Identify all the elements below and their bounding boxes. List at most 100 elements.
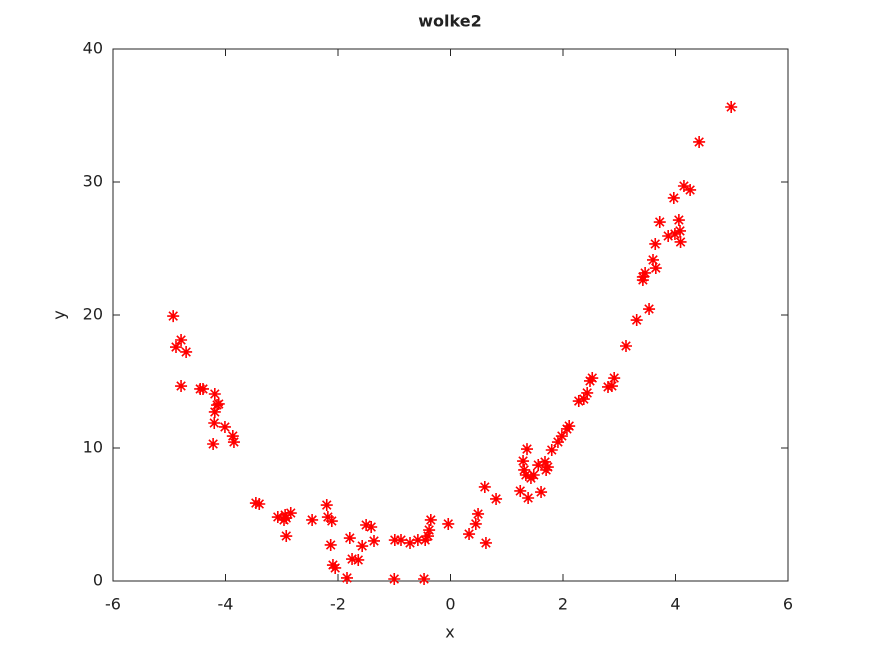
x-tick-label: -4 <box>218 595 234 614</box>
point <box>306 513 319 526</box>
point <box>527 468 540 481</box>
point <box>677 179 690 192</box>
point <box>649 262 662 275</box>
point <box>540 463 553 476</box>
point <box>395 534 407 547</box>
point <box>253 497 266 510</box>
point <box>343 532 356 545</box>
point <box>469 517 482 530</box>
point <box>207 438 220 451</box>
y-tick-label: 40 <box>83 39 103 58</box>
point <box>653 216 666 229</box>
point <box>320 499 333 512</box>
point <box>271 511 284 524</box>
point <box>280 530 293 543</box>
x-tick-label: 4 <box>670 595 680 614</box>
point <box>197 382 209 395</box>
point <box>368 534 380 547</box>
point <box>180 345 193 358</box>
point <box>586 372 599 385</box>
point <box>167 310 180 323</box>
point <box>674 235 687 248</box>
point <box>639 266 652 279</box>
point <box>346 553 359 566</box>
point <box>329 561 342 574</box>
point <box>226 430 239 443</box>
y-tick-label: 10 <box>83 438 103 457</box>
point <box>577 393 590 406</box>
point <box>227 436 240 449</box>
point <box>419 534 432 547</box>
x-tick-label: -6 <box>105 595 121 614</box>
point <box>422 530 434 543</box>
point <box>674 224 686 237</box>
point <box>662 229 675 242</box>
point <box>360 519 373 532</box>
point <box>555 430 568 443</box>
y-tick-label: 0 <box>93 571 103 590</box>
y-tick-label: 30 <box>83 172 103 191</box>
point <box>341 571 353 584</box>
point <box>356 540 369 553</box>
point <box>602 380 614 393</box>
x-tick-label: 6 <box>783 595 793 614</box>
x-tick-label: 2 <box>558 595 568 614</box>
point <box>605 380 618 393</box>
point <box>521 443 533 456</box>
point <box>581 386 594 399</box>
point <box>218 420 231 433</box>
point <box>175 380 188 393</box>
point <box>479 536 492 549</box>
point <box>630 314 643 327</box>
point <box>647 253 659 266</box>
point <box>539 455 551 468</box>
point <box>404 536 416 549</box>
point <box>693 135 706 148</box>
point <box>463 528 476 541</box>
point <box>541 461 554 474</box>
point <box>649 237 662 250</box>
point <box>279 509 292 522</box>
point <box>514 484 527 497</box>
point <box>478 480 491 493</box>
point <box>325 515 338 528</box>
point <box>667 191 680 204</box>
point <box>472 507 485 520</box>
point <box>388 534 401 547</box>
y-axis-label: y <box>50 310 69 319</box>
point <box>175 334 188 347</box>
point <box>352 553 365 566</box>
point <box>535 486 548 499</box>
point <box>170 341 182 354</box>
point <box>519 468 532 481</box>
point <box>563 420 576 433</box>
point <box>572 395 585 408</box>
point <box>545 443 558 456</box>
point <box>418 573 431 586</box>
point <box>442 517 455 530</box>
point <box>522 492 535 505</box>
point <box>365 521 378 534</box>
point <box>725 100 738 113</box>
point <box>643 303 656 316</box>
x-axis-label: x <box>445 623 454 642</box>
point <box>324 538 337 551</box>
point <box>551 436 564 449</box>
chart-title: wolke2 <box>418 12 481 31</box>
point <box>280 511 293 524</box>
point <box>208 388 221 401</box>
point <box>423 524 436 537</box>
point <box>490 492 503 505</box>
x-tick-label: 0 <box>445 595 455 614</box>
x-tick-label: -2 <box>330 595 346 614</box>
point <box>388 573 401 586</box>
point <box>208 416 221 429</box>
y-tick-label: 20 <box>83 305 103 324</box>
point <box>284 507 297 520</box>
point <box>517 455 530 468</box>
point <box>608 372 621 385</box>
point <box>620 339 632 352</box>
